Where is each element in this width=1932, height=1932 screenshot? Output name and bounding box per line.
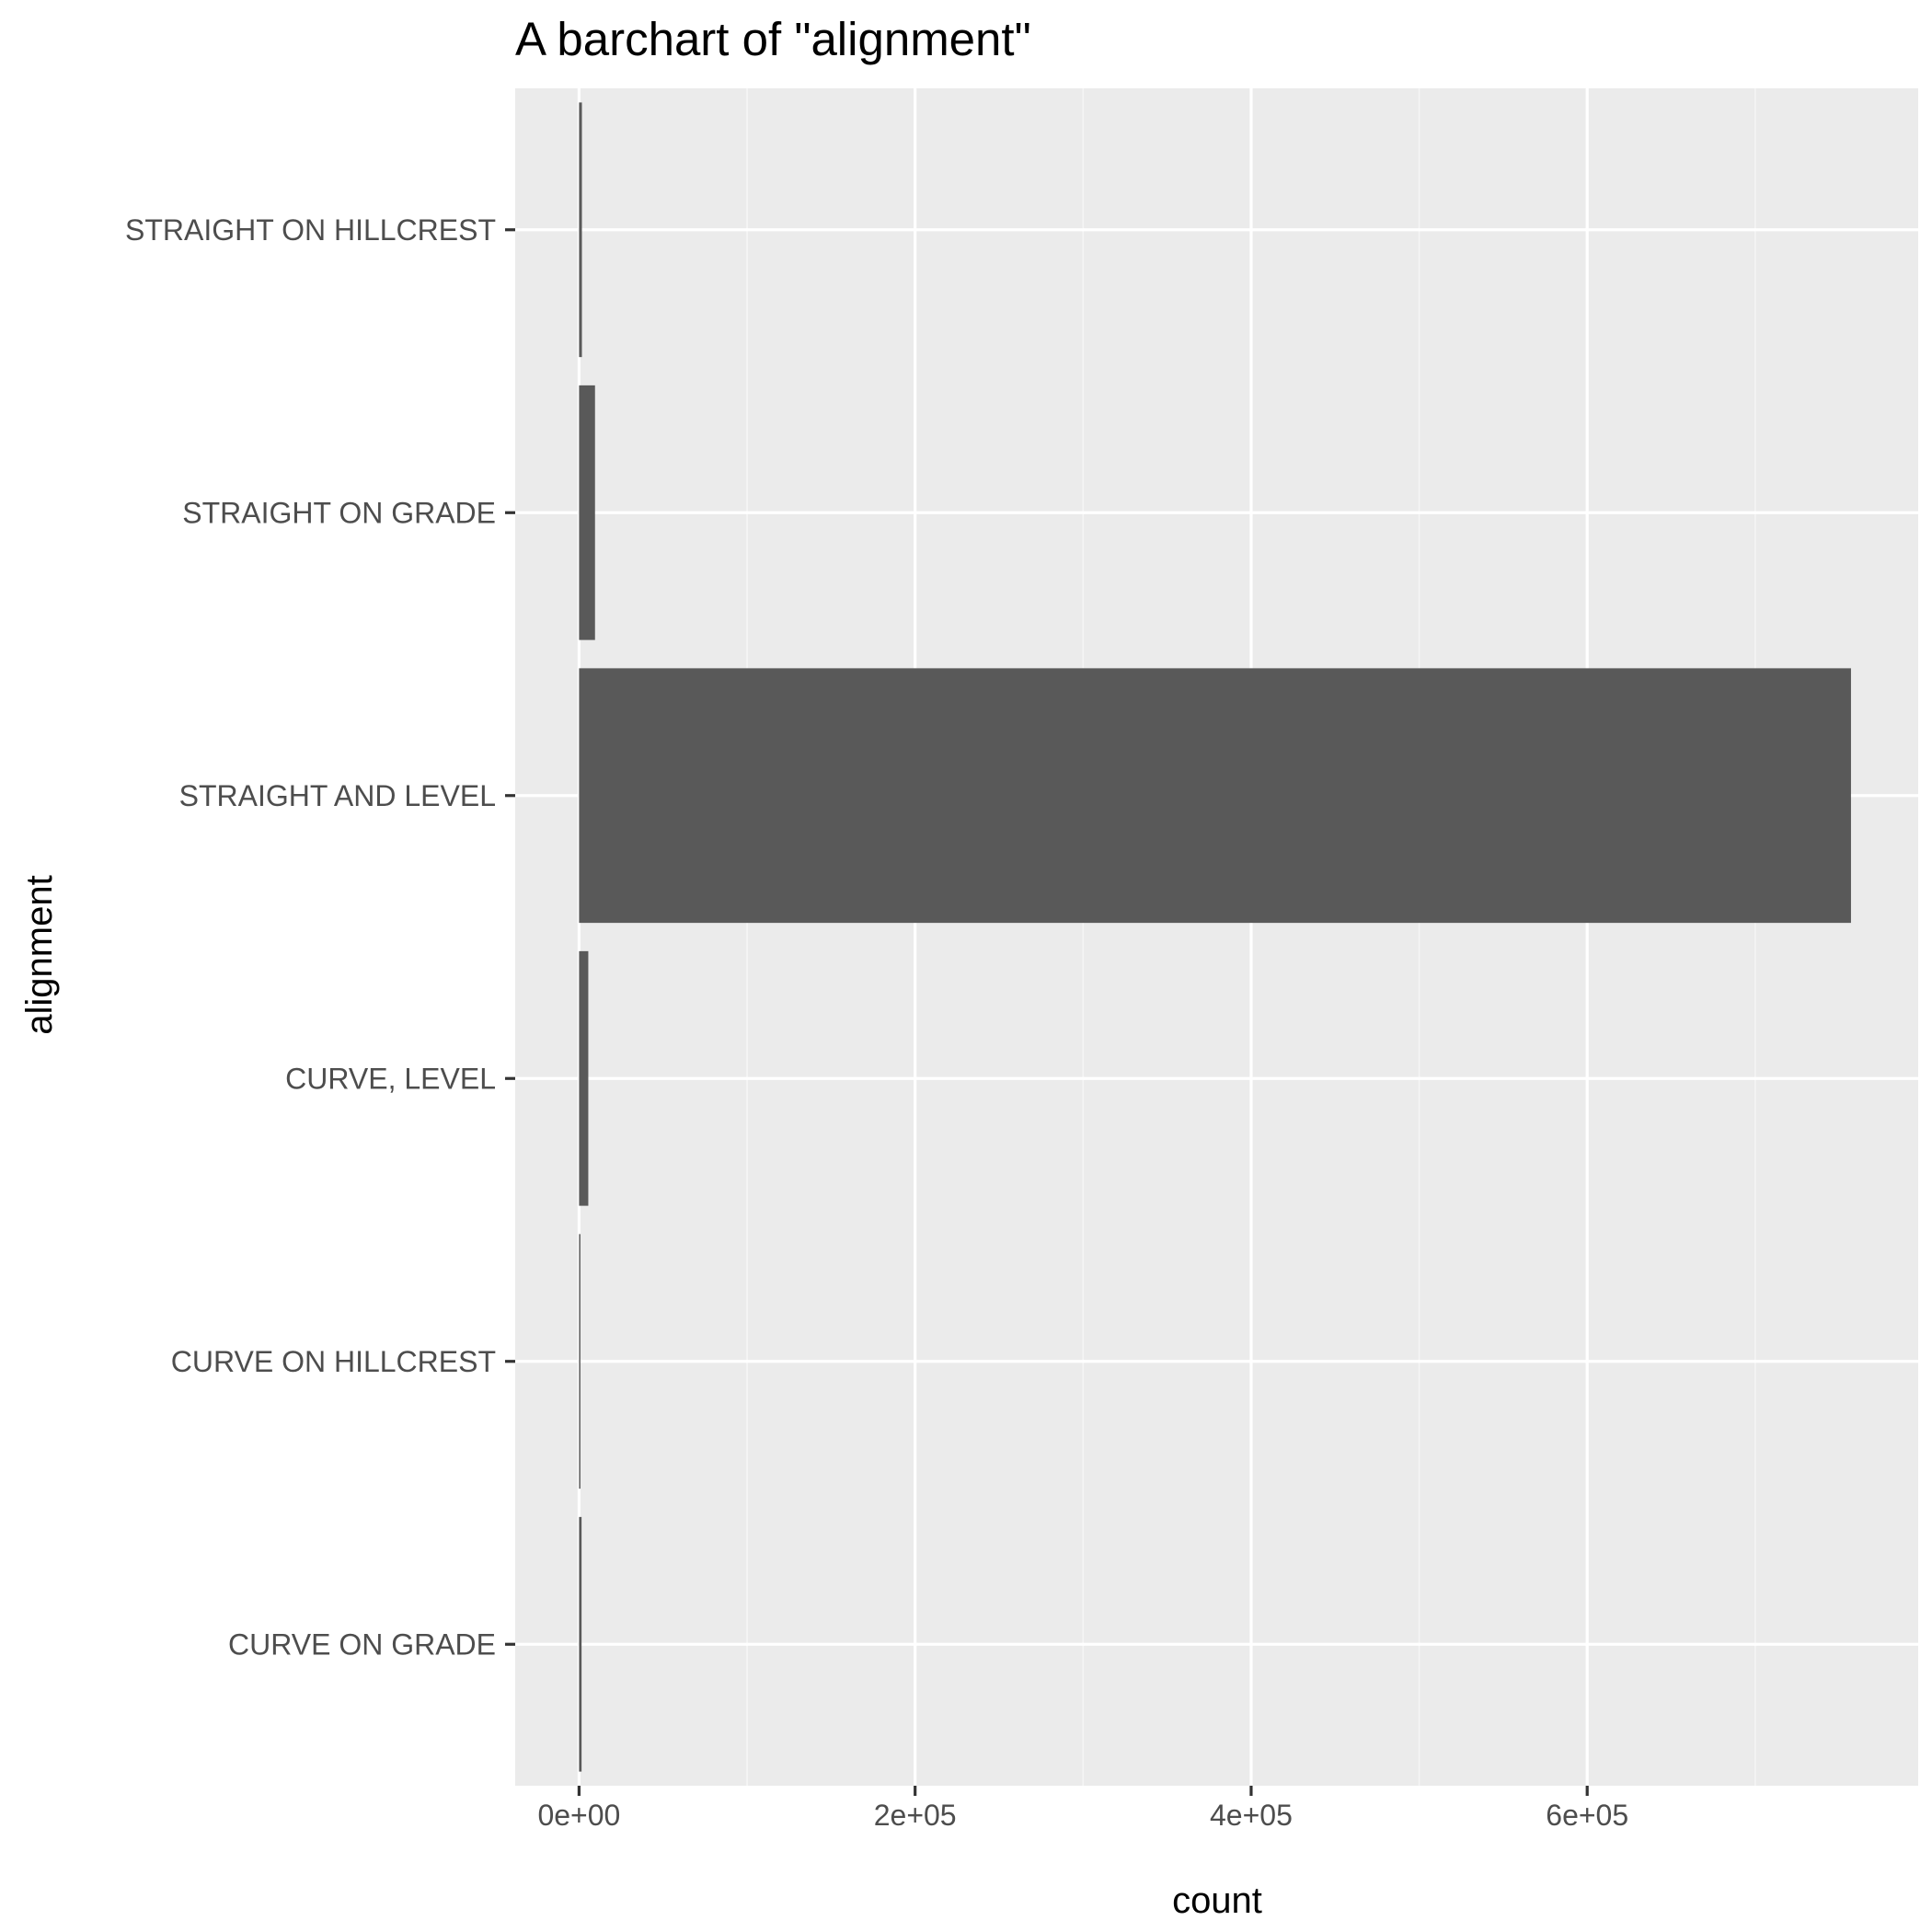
bar xyxy=(579,385,595,640)
x-axis-title: count xyxy=(1172,1880,1262,1921)
x-tick-label: 2e+05 xyxy=(874,1799,957,1832)
y-tick-label: STRAIGHT ON GRADE xyxy=(182,496,496,529)
bar xyxy=(579,102,582,358)
y-tick-label: STRAIGHT AND LEVEL xyxy=(179,779,496,812)
minor-gridlines xyxy=(746,88,1756,1786)
x-axis: 0e+00 2e+05 4e+05 6e+05 xyxy=(537,1786,1628,1832)
plot-panel xyxy=(515,88,1918,1786)
x-tick-label: 4e+05 xyxy=(1210,1799,1293,1832)
x-tick-label: 6e+05 xyxy=(1546,1799,1628,1832)
y-axis: CURVE ON GRADE CURVE ON HILLCREST CURVE, L… xyxy=(125,213,515,1661)
y-tick-label: CURVE, LEVEL xyxy=(285,1062,496,1095)
y-tick-label: CURVE ON HILLCREST xyxy=(171,1345,496,1378)
bar xyxy=(579,668,1851,924)
chart-title: A barchart of "alignment" xyxy=(515,13,1031,65)
bar xyxy=(579,1234,581,1489)
y-tick-label: STRAIGHT ON HILLCREST xyxy=(125,213,496,247)
y-axis-title: alignment xyxy=(19,875,60,1034)
bars xyxy=(579,102,1851,1772)
bar xyxy=(579,950,589,1206)
bar xyxy=(579,1516,582,1772)
x-tick-label: 0e+00 xyxy=(537,1799,620,1832)
y-tick-label: CURVE ON GRADE xyxy=(228,1627,496,1661)
